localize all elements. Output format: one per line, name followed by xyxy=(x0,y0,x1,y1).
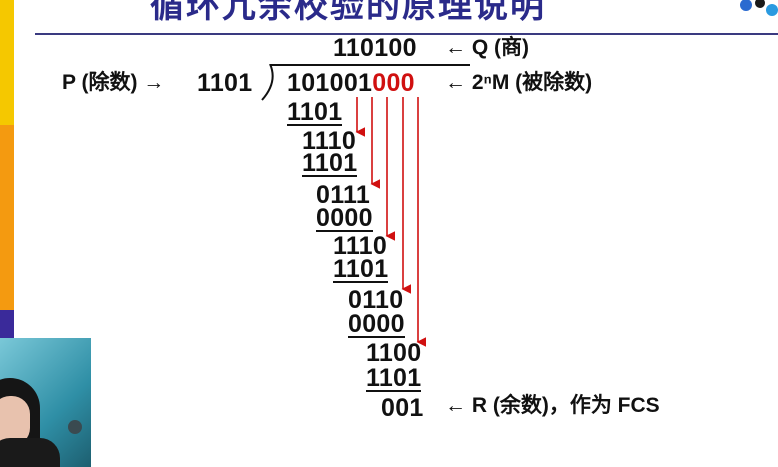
divisor-label: P (除数) → xyxy=(62,71,165,94)
decor-bar-yellow xyxy=(0,0,14,125)
division-bar xyxy=(270,64,470,66)
decor-bar-orange xyxy=(0,125,14,310)
webcam-video xyxy=(0,338,91,467)
presenter-face xyxy=(0,396,30,446)
dividend: 101001000 xyxy=(287,69,415,97)
step-row: 1101 xyxy=(287,98,343,126)
dividend-zeros: 000 xyxy=(372,69,415,97)
step-row: 1100 xyxy=(366,339,422,367)
presenter-body xyxy=(0,438,60,467)
quotient-label: ← Q (商) xyxy=(445,36,529,59)
step-row: 0111 xyxy=(316,181,371,209)
globe-icon xyxy=(68,420,82,434)
logo-icon xyxy=(740,0,778,16)
slide-title: 循环冗余校验的原理说明 xyxy=(150,0,546,25)
step-row: 1101 xyxy=(366,364,422,392)
divisor: 1101 xyxy=(197,69,253,97)
decor-bar-purple xyxy=(0,310,14,338)
quotient: 110100 xyxy=(333,34,417,62)
step-row: 1110 xyxy=(333,232,388,260)
step-row: 1110 xyxy=(302,127,357,155)
step-row: 0110 xyxy=(348,286,404,314)
division-bracket xyxy=(261,64,274,101)
remainder-label: ← R (余数)，作为 FCS xyxy=(445,394,660,417)
remainder: 001 xyxy=(381,394,424,422)
title-divider xyxy=(35,33,778,35)
dividend-prefix: 101001 xyxy=(287,69,373,97)
step-row: 1101 xyxy=(302,149,358,177)
step-row: 0000 xyxy=(348,310,405,338)
dividend-label: ← 2ⁿM (被除数) xyxy=(445,71,593,94)
step-row: 0000 xyxy=(316,204,373,232)
step-row: 1101 xyxy=(333,255,389,283)
